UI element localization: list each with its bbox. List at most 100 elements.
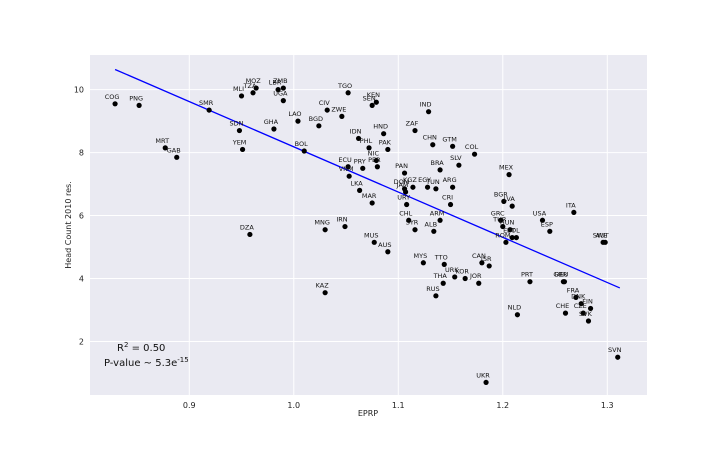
data-point-tur [500, 223, 506, 230]
point-label-kgz: KGZ [403, 176, 417, 184]
data-point-ita [571, 209, 577, 216]
data-point-jam [402, 189, 409, 195]
x-tick-label: 1.2 [496, 401, 509, 410]
data-point-syr [412, 227, 418, 233]
x-tick-label: 0.9 [183, 401, 196, 410]
data-point-vnm [346, 173, 352, 179]
data-point-png [136, 102, 142, 108]
data-point-tgo [345, 90, 351, 96]
data-point-ken [373, 99, 379, 105]
point-label-tza: TZA [243, 82, 257, 90]
data-point-hnd [381, 131, 387, 137]
y-tick-label: 8 [79, 149, 84, 158]
data-point-nic [373, 157, 379, 164]
point-label-pry: PRY [354, 157, 366, 165]
point-label-fin: FIN [582, 297, 593, 305]
data-point-zaf [412, 127, 418, 134]
point-label-bgd: BGD [309, 115, 323, 123]
data-point-svn [615, 354, 621, 360]
data-points [112, 85, 621, 386]
data-point-ind [425, 109, 432, 115]
point-label-vnm: VNM [339, 165, 354, 173]
data-point-mng [322, 227, 328, 233]
point-label-pan: PAN [395, 162, 408, 170]
data-point-egy [424, 184, 431, 190]
point-label-lka: LKA [351, 179, 364, 187]
data-point-col [471, 151, 478, 157]
y-tick-labels: 2 4 6 8 10 [74, 86, 84, 347]
data-point-zmb [280, 85, 286, 91]
point-label-gab: GAB [167, 146, 181, 154]
point-label-jor: JOR [469, 272, 482, 280]
data-point-fin [587, 305, 594, 312]
x-tick-label: 1.1 [392, 401, 405, 410]
data-point-hun [507, 227, 513, 233]
data-point-ukr [483, 379, 489, 386]
point-label-can: CAN [472, 252, 486, 260]
point-label-gha: GHA [264, 118, 279, 126]
data-point-tha [440, 280, 446, 286]
point-label-isr: ISR [481, 255, 492, 263]
point-label-dza: DZA [240, 223, 254, 231]
data-point-cri [447, 201, 454, 208]
point-label-aut: AUT [596, 231, 609, 239]
point-label-idn: IDN [350, 127, 362, 135]
point-label-tto: TTO [434, 253, 448, 261]
data-point-sdn [236, 127, 243, 134]
data-point-mys [420, 260, 426, 266]
point-label-hun: HUN [500, 219, 515, 227]
data-point-prt [527, 279, 533, 285]
point-label-pol: POL [507, 227, 520, 235]
data-point-lva [509, 203, 515, 209]
y-tick-label: 10 [74, 86, 84, 95]
point-label-png: PNG [129, 94, 143, 102]
data-point-bra [437, 167, 443, 173]
data-point-aut [602, 239, 608, 245]
data-point-gbr [560, 279, 566, 285]
point-label-est: EST [503, 227, 515, 235]
point-label-mng: MNG [314, 219, 330, 227]
point-label-jam: JAM [396, 181, 409, 189]
point-label-ita: ITA [566, 201, 576, 209]
data-point-chn [430, 142, 436, 148]
data-point-kaz [322, 290, 328, 296]
x-tick-label: 1.0 [287, 401, 300, 410]
p-value-exponent: -15 [177, 356, 188, 364]
data-point-mus [371, 239, 377, 245]
data-point-mar [369, 200, 375, 206]
data-point-grc [498, 217, 504, 223]
data-point-pak [385, 146, 391, 153]
data-point-per [374, 164, 380, 170]
data-point-idn [355, 135, 362, 142]
data-point-tun [433, 186, 439, 192]
data-point-gab [174, 154, 180, 160]
point-label-hnd: HND [373, 123, 388, 131]
point-label-tun: TUN [425, 178, 440, 186]
data-point-tto [441, 261, 447, 267]
point-label-fra: FRA [567, 286, 580, 294]
p-value-text: P-value ~ 5.3e [104, 358, 177, 369]
data-point-pan [401, 170, 408, 176]
point-label-mar: MAR [362, 192, 377, 200]
point-label-rus: RUS [426, 285, 439, 293]
point-label-col: COL [465, 143, 479, 151]
point-label-per: PER [368, 156, 381, 164]
data-point-smr [206, 107, 212, 113]
data-point-mex [506, 172, 512, 178]
plot-background [90, 55, 647, 395]
data-point-lka [357, 187, 363, 193]
data-point-usa [539, 217, 546, 223]
data-point-rus [433, 293, 439, 299]
data-point-svk [585, 318, 592, 324]
data-point-slv [456, 162, 462, 168]
data-point-irn [342, 223, 348, 230]
point-label-bol: BOL [295, 140, 308, 148]
point-label-pak: PAK [379, 138, 392, 146]
data-point-dza [247, 231, 253, 238]
point-label-phl: PHL [360, 137, 373, 145]
point-label-dnk: DNK [571, 293, 586, 301]
data-point-ecu [345, 164, 351, 170]
point-label-svn: SVN [608, 346, 622, 354]
y-tick-label: 2 [79, 337, 84, 346]
